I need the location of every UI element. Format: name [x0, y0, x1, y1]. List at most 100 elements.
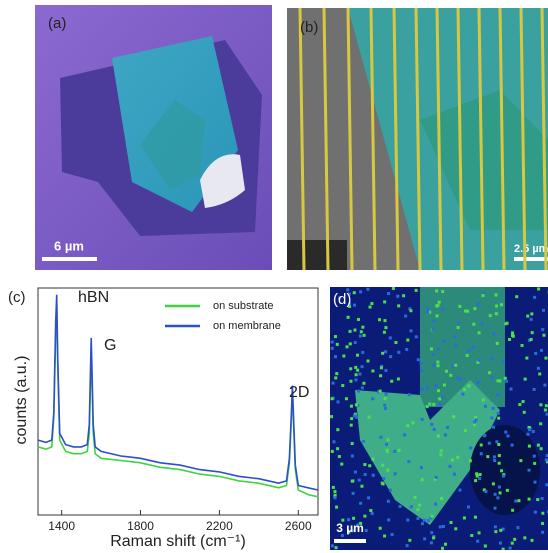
map-pixel [341, 518, 345, 522]
map-pixel [516, 526, 520, 530]
map-pixel [456, 376, 460, 380]
map-pixel [491, 375, 495, 379]
x-tick-label: 1400 [48, 519, 75, 533]
map-pixel [356, 523, 360, 527]
map-pixel [494, 530, 498, 534]
map-pixel [366, 287, 370, 291]
x-tick-label: 1800 [127, 519, 154, 533]
electrode [392, 8, 400, 270]
map-pixel [449, 520, 453, 524]
map-pixel [336, 428, 340, 432]
map-pixel [398, 504, 402, 508]
map-pixel [434, 502, 438, 506]
map-pixel [497, 461, 501, 465]
map-pixel [536, 366, 540, 370]
map-pixel [473, 307, 477, 311]
map-pixel [349, 379, 353, 383]
x-tick-label: 2200 [206, 519, 233, 533]
map-pixel [476, 380, 480, 384]
map-pixel [432, 319, 436, 323]
map-pixel [349, 367, 353, 371]
map-pixel [495, 440, 499, 444]
map-pixel [384, 350, 388, 354]
map-pixel [445, 369, 449, 373]
map-pixel [371, 457, 375, 461]
map-pixel [511, 508, 515, 512]
map-pixel [425, 405, 429, 409]
peak-label: G [104, 337, 116, 354]
map-pixel [419, 369, 423, 373]
map-pixel [465, 353, 469, 357]
map-pixel [505, 321, 509, 325]
map-pixel [437, 300, 441, 304]
map-pixel [539, 403, 543, 407]
map-pixel [402, 294, 406, 298]
map-pixel [539, 447, 543, 451]
map-pixel [540, 348, 544, 352]
map-pixel [441, 524, 445, 528]
map-pixel [501, 474, 505, 478]
map-pixel [425, 386, 429, 390]
map-pixel [361, 350, 365, 354]
map-pixel [349, 404, 353, 408]
map-pixel [443, 433, 447, 437]
map-pixel [371, 473, 375, 477]
map-pixel [495, 304, 499, 308]
map-pixel [428, 402, 432, 406]
map-pixel [341, 384, 345, 388]
map-pixel [432, 427, 436, 431]
map-pixel [335, 372, 339, 376]
map-pixel [356, 368, 360, 372]
map-pixel [330, 449, 334, 453]
map-pixel [545, 412, 548, 416]
map-pixel [466, 309, 470, 313]
map-pixel [534, 351, 538, 355]
map-pixel [435, 289, 439, 293]
map-pixel [394, 341, 398, 345]
map-pixel [483, 544, 487, 548]
map-pixel [521, 400, 525, 404]
map-pixel [397, 350, 401, 354]
map-pixel [416, 516, 420, 520]
map-pixel [437, 347, 441, 351]
map-pixel [331, 485, 335, 489]
map-pixel [439, 453, 443, 457]
map-pixel [330, 544, 334, 548]
map-pixel [478, 476, 482, 480]
map-pixel [543, 408, 547, 412]
map-pixel [482, 488, 486, 492]
map-pixel [545, 460, 548, 464]
map-pixel [533, 295, 537, 299]
map-pixel [493, 525, 497, 529]
map-pixel [340, 462, 344, 466]
map-pixel [432, 402, 436, 406]
map-pixel [498, 541, 502, 545]
map-pixel [498, 379, 502, 383]
map-pixel [525, 356, 529, 360]
map-pixel [511, 334, 515, 338]
map-pixel [474, 479, 478, 483]
map-pixel [492, 455, 496, 459]
peak-label: hBN [78, 289, 109, 306]
map-pixel [542, 333, 546, 337]
map-pixel [333, 335, 337, 339]
map-pixel [510, 443, 514, 447]
map-pixel [347, 292, 351, 296]
map-pixel [396, 377, 400, 381]
map-pixel [486, 455, 490, 459]
map-pixel [348, 304, 352, 308]
map-pixel [474, 416, 478, 420]
map-pixel [367, 496, 371, 500]
map-pixel [440, 496, 444, 500]
map-pixel [434, 475, 438, 479]
map-pixel [431, 353, 435, 357]
map-pixel [380, 481, 384, 485]
map-pixel [403, 433, 407, 437]
map-pixel [433, 477, 437, 481]
map-pixel [357, 478, 361, 482]
map-pixel [520, 344, 524, 348]
map-pixel [419, 466, 423, 470]
map-pixel [515, 295, 519, 299]
map-pixel [472, 322, 476, 326]
map-pixel [505, 379, 509, 383]
